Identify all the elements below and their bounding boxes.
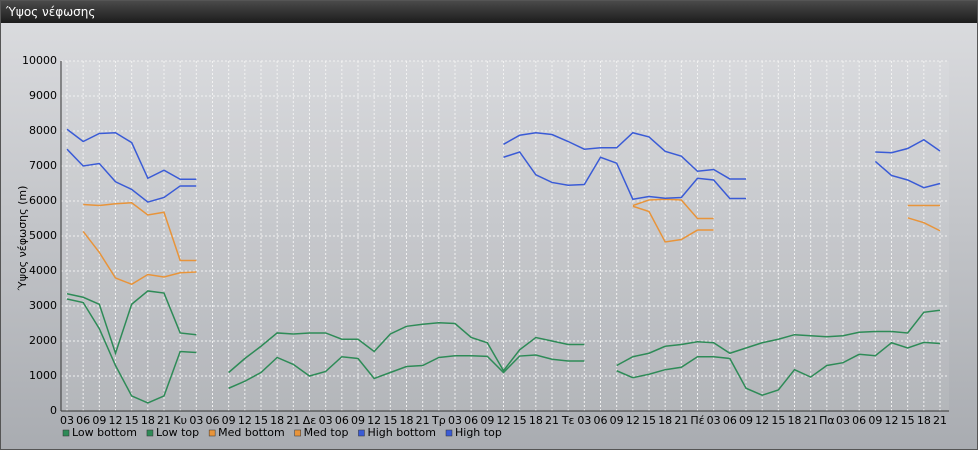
series-line: [66, 128, 941, 181]
x-tick-label: 15: [513, 414, 527, 427]
x-tick-label: Κυ: [173, 414, 187, 427]
x-tick-label: 09: [92, 414, 106, 427]
y-tick-label: 1000: [29, 369, 57, 382]
x-tick-label: 12: [755, 414, 769, 427]
y-tick-label: 6000: [29, 194, 57, 207]
legend-label: Low top: [156, 426, 199, 439]
y-tick-label: 3000: [29, 299, 57, 312]
x-tick-label: 09: [222, 414, 236, 427]
legend-label: High top: [455, 426, 502, 439]
y-tick-label: 9000: [29, 89, 57, 102]
x-tick-label: 06: [594, 414, 608, 427]
x-tick-label: 21: [416, 414, 430, 427]
x-tick-label: 18: [658, 414, 672, 427]
y-tick-label: 0: [50, 404, 57, 417]
series-line: [83, 198, 940, 262]
x-tick-label: 15: [901, 414, 915, 427]
legend-label: Med top: [304, 426, 349, 439]
x-tick-label: 21: [286, 414, 300, 427]
series-line: [66, 290, 941, 374]
x-tick-label: 18: [270, 414, 284, 427]
legend-swatch: [445, 429, 453, 437]
y-tick-label: 5000: [29, 229, 57, 242]
x-tick-label: 21: [674, 414, 688, 427]
y-tick-label: 10000: [22, 54, 57, 67]
legend-swatch: [146, 429, 154, 437]
x-tick-label: 12: [497, 414, 511, 427]
x-tick-label: 21: [804, 414, 818, 427]
x-tick-label: 21: [933, 414, 947, 427]
x-tick-label: 15: [771, 414, 785, 427]
x-tick-label: 12: [109, 414, 123, 427]
x-tick-label: 03: [448, 414, 462, 427]
chart: Ύψος νέφωσης (m) 0 1000 2000 3000 4000 5000 60…: [16, 54, 949, 439]
legend-swatch: [62, 429, 70, 437]
x-tick-label: 18: [917, 414, 931, 427]
x-tick-label: 03: [707, 414, 721, 427]
x-tick-label: 06: [464, 414, 478, 427]
x-tick-label: 15: [125, 414, 139, 427]
x-tick-label: Τρ: [431, 414, 446, 427]
y-tick-label: 8000: [29, 124, 57, 137]
series-line: [82, 205, 941, 286]
x-tick-label: 12: [238, 414, 252, 427]
legend-label: High bottom: [367, 426, 436, 439]
x-tick-label: 18: [529, 414, 543, 427]
x-tick-label: 06: [852, 414, 866, 427]
legend-swatch: [208, 429, 216, 437]
legend-swatch: [294, 429, 301, 437]
x-tick-label: 06: [76, 414, 90, 427]
x-tick-label: 15: [383, 414, 397, 427]
x-tick-label: 03: [319, 414, 333, 427]
x-tick-label: 15: [254, 414, 268, 427]
series-line: [66, 148, 941, 203]
x-tick-label: Δε: [303, 414, 317, 427]
x-tick-label: 09: [480, 414, 494, 427]
legend-swatch: [358, 429, 365, 437]
x-tick-label: 12: [885, 414, 899, 427]
y-tick-label: 4000: [29, 264, 57, 277]
x-tick-label: 03: [836, 414, 850, 427]
x-tick-label: 18: [788, 414, 802, 427]
x-tick-label: 12: [367, 414, 381, 427]
x-tick-label: 06: [335, 414, 349, 427]
x-tick-label: 18: [141, 414, 155, 427]
y-tick-label: 2000: [29, 334, 57, 347]
x-tick-label: 18: [400, 414, 414, 427]
title-bar: Ύψος νέφωσης: [1, 1, 977, 23]
x-tick-label: 06: [723, 414, 737, 427]
x-tick-label: Τε: [561, 414, 575, 427]
series-line: [66, 298, 941, 404]
legend-label: Med bottom: [218, 426, 285, 439]
y-tick-label: 7000: [29, 159, 57, 172]
legend-label: Low bottom: [72, 426, 137, 439]
x-tick-label: 09: [868, 414, 882, 427]
x-tick-label: 12: [626, 414, 640, 427]
x-tick-label: 09: [610, 414, 624, 427]
x-tick-label: 21: [545, 414, 559, 427]
x-tick-label: 03: [577, 414, 591, 427]
x-tick-label: 21: [157, 414, 171, 427]
x-tick-label: 03: [189, 414, 203, 427]
y-axis-title: Ύψος νέφωσης (m): [16, 186, 29, 292]
x-tick-label: Πέ: [690, 414, 704, 427]
x-tick-label: 15: [642, 414, 656, 427]
x-tick-label: 03: [60, 414, 74, 427]
x-tick-label: 09: [351, 414, 365, 427]
x-tick-label: 09: [739, 414, 753, 427]
x-tick-label: Πα: [819, 414, 835, 427]
x-tick-label: 06: [206, 414, 220, 427]
